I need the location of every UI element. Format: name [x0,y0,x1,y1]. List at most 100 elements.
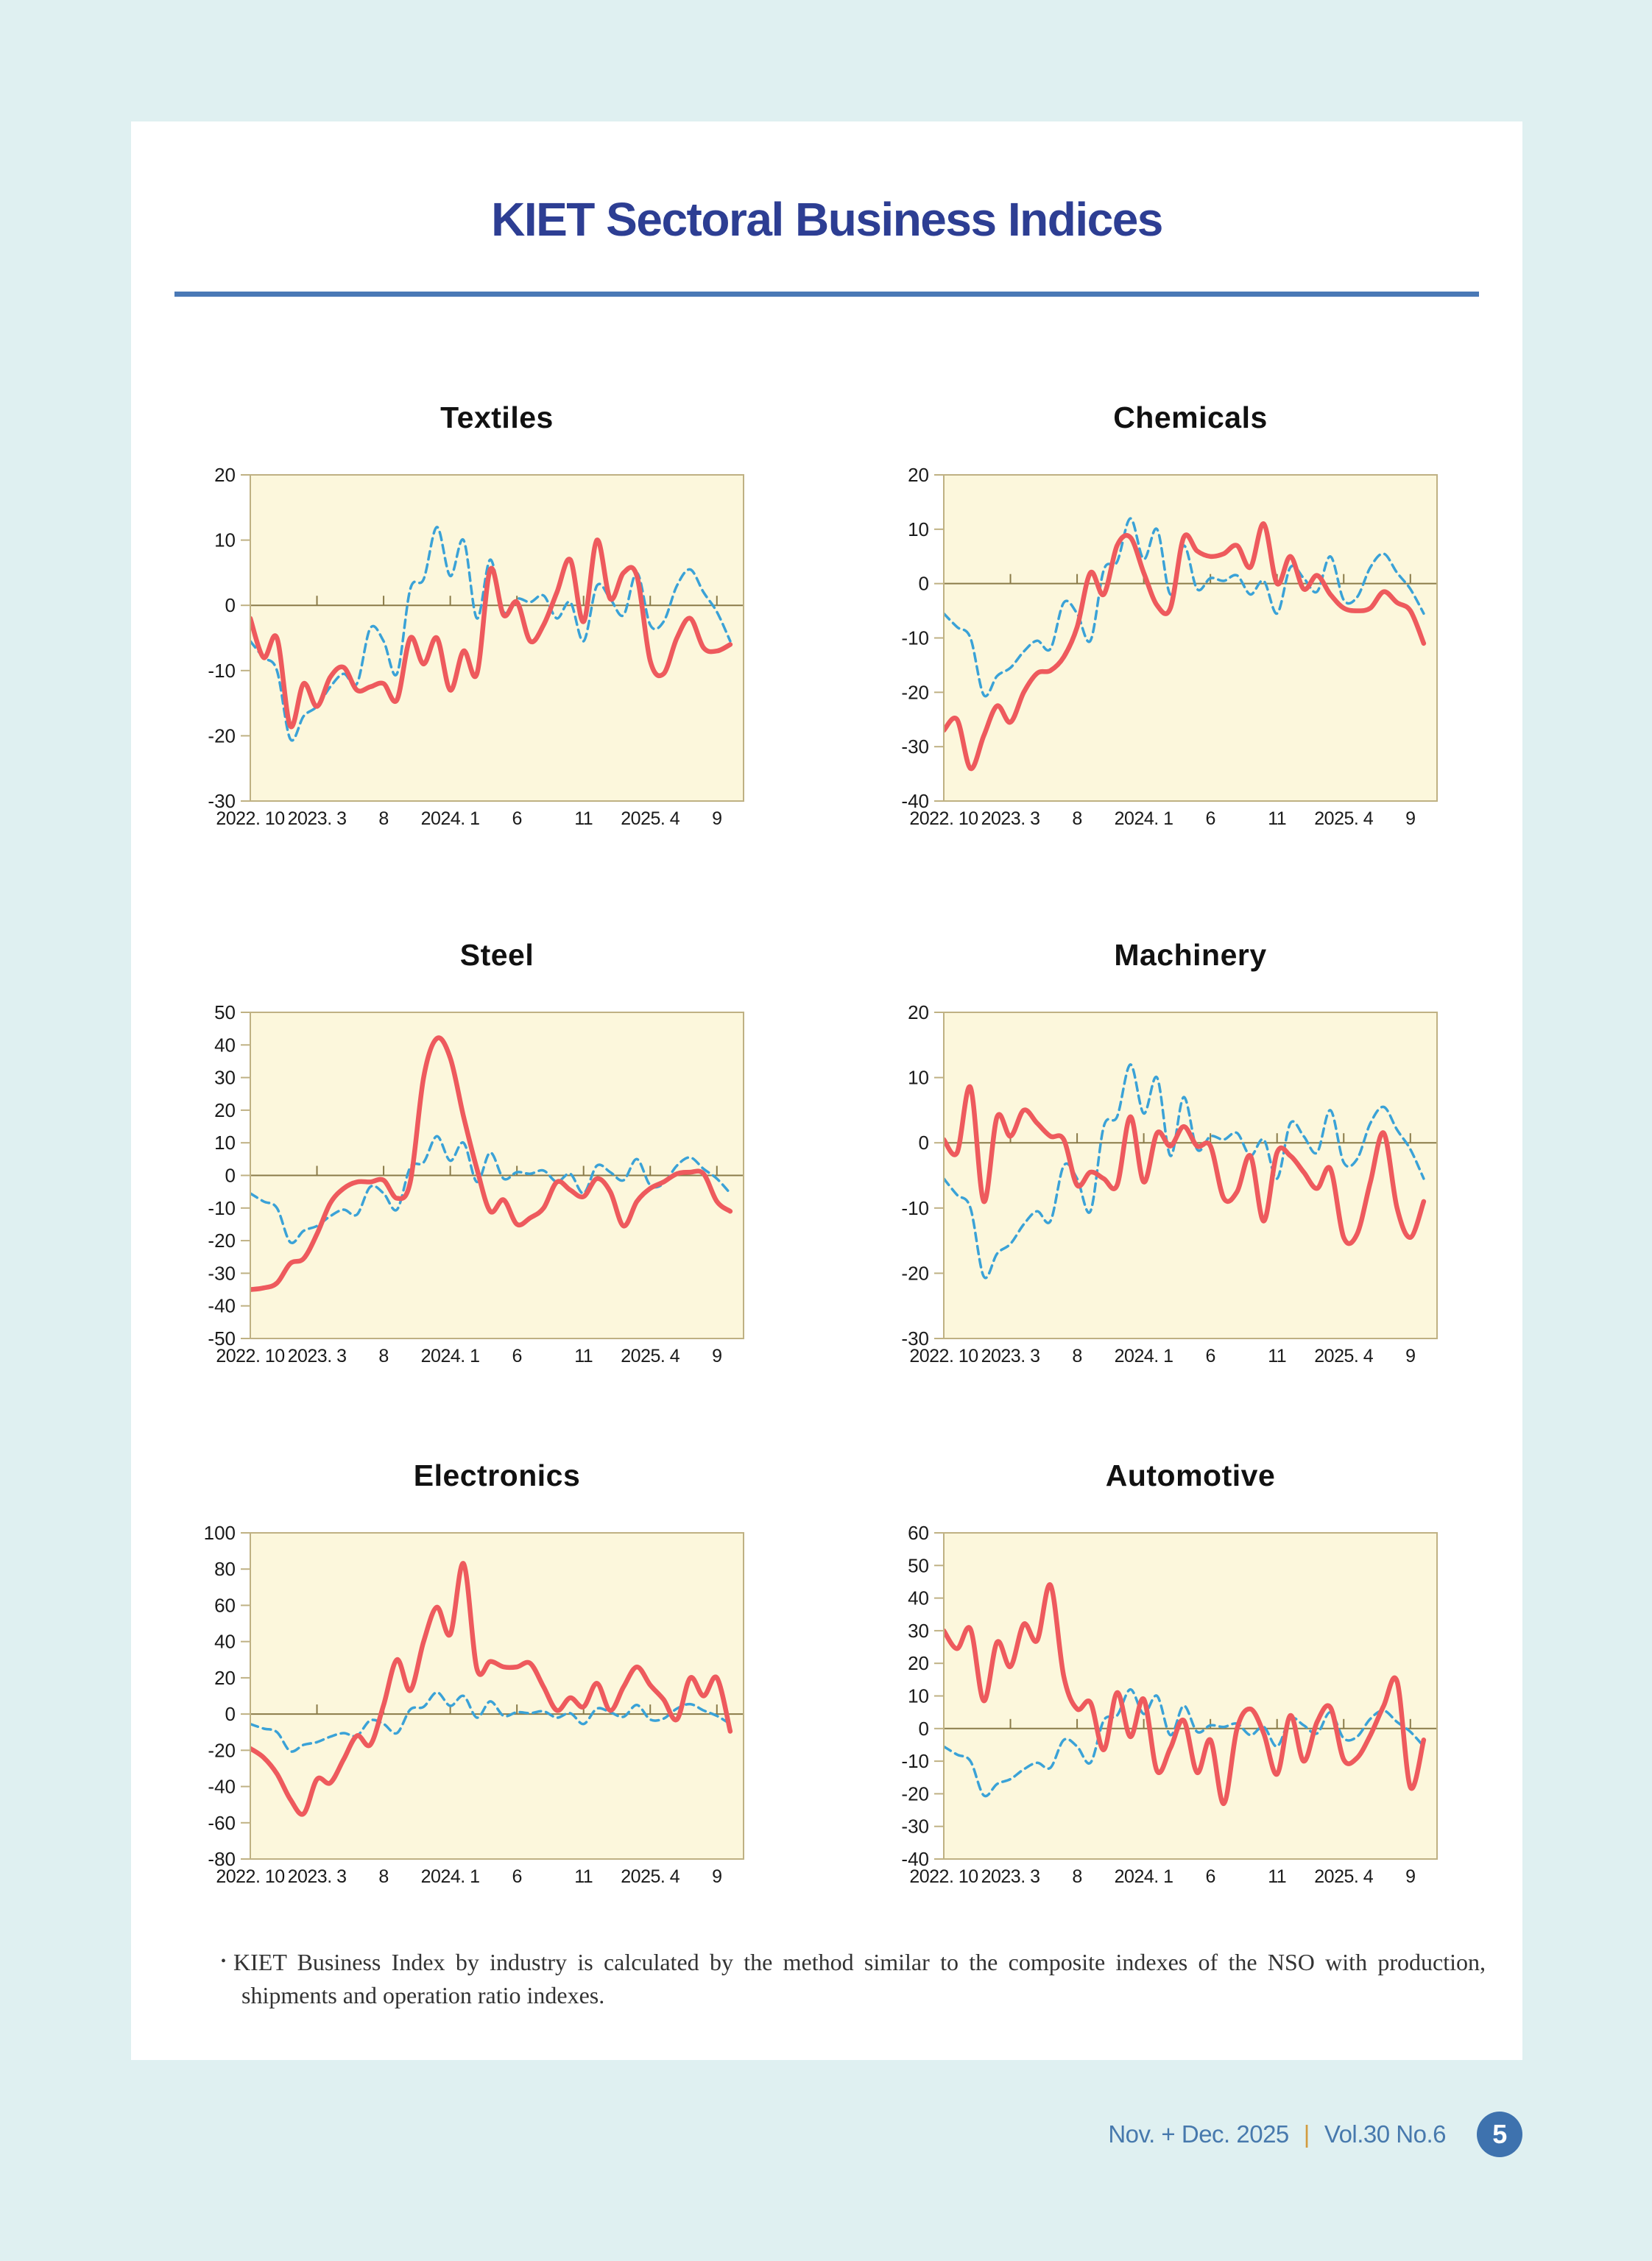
plot-area-machinery [944,1012,1437,1338]
x-tick-label-textiles: 2022. 10 [216,808,284,828]
y-tick-label-steel: 20 [214,1099,236,1121]
x-tick-label-steel: 11 [574,1346,593,1366]
y-tick-label-machinery: 0 [919,1132,929,1154]
x-tick-label-electronics: 9 [712,1866,721,1886]
textiles-red_solid-line [250,537,733,730]
y-tick-label-steel: -40 [208,1295,236,1317]
footer-volume: Vol.30 No.6 [1324,2120,1447,2148]
x-tick-label-electronics: 6 [512,1866,521,1886]
automotive-blue_dashed-line [944,1687,1425,1798]
x-tick-label-steel: 9 [712,1346,721,1366]
content-card: KIET Sectoral Business Indices Textiles 2… [131,121,1522,2060]
footnote: • KIET Business Index by industry is calc… [221,1946,1486,2012]
y-tick-label-textiles: 0 [225,594,236,616]
page-number: 5 [1492,2119,1507,2149]
steel-blue_dashed-line [250,1135,732,1245]
x-tick-label-machinery: 9 [1405,1346,1415,1366]
x-tick-label-textiles: 6 [512,808,521,828]
chart-title-machinery: Machinery [1114,938,1267,972]
y-tick-label-steel: -30 [208,1262,236,1284]
y-tick-label-textiles: 20 [214,464,236,486]
y-tick-label-automotive: 10 [908,1685,929,1707]
chart-steel: Steel 50 40 30 20 10 0 -10 -20 -30 -40 -50 2022. 10 2… [195,920,747,1366]
footer-issue: Nov. + Dec. 2025 [1108,2120,1289,2148]
x-tick-label-electronics: 2022. 10 [216,1866,284,1886]
x-tick-label-electronics: 8 [378,1866,388,1886]
x-tick-label-electronics: 11 [574,1866,593,1886]
y-tick-label-electronics: 0 [225,1703,236,1725]
y-tick-label-machinery: -20 [901,1262,929,1284]
x-tick-label-steel: 2024. 1 [421,1346,480,1366]
page-footer: Nov. + Dec. 2025 | Vol.30 No.6 5 [1108,2112,1522,2157]
steel-red_solid-line [250,1035,733,1292]
y-tick-label-electronics: -20 [208,1739,236,1761]
x-tick-label-automotive: 6 [1205,1866,1215,1886]
textiles-blue_dashed-line [250,526,732,742]
chart-title-textiles: Textiles [440,401,554,434]
x-tick-label-steel: 2022. 10 [216,1346,284,1366]
y-tick-label-automotive: -10 [901,1750,929,1772]
y-tick-label-electronics: 60 [214,1594,236,1616]
y-tick-label-automotive: -30 [901,1816,929,1838]
y-tick-label-electronics: 80 [214,1558,236,1580]
chart-title-automotive: Automotive [1105,1458,1276,1492]
chart-textiles: Textiles 20 10 0 -10 -20 -30 2022. 10 2023. 3 8 20… [195,383,747,828]
y-tick-label-electronics: -60 [208,1812,236,1834]
plot-border-electronics [250,1532,744,1860]
y-tick-label-chemicals: 10 [908,518,929,540]
x-tick-label-automotive: 8 [1072,1866,1081,1886]
electronics-blue_dashed-line [250,1690,732,1753]
y-tick-label-steel: 50 [214,1001,236,1023]
electronics-red_solid-line [250,1561,733,1817]
y-tick-label-chemicals: -20 [901,681,929,703]
plot-area-electronics [250,1533,744,1859]
title-underline [174,292,1479,297]
y-tick-label-textiles: 10 [214,529,236,551]
y-tick-label-automotive: 0 [919,1718,929,1740]
x-tick-label-textiles: 9 [712,808,721,828]
plot-area-chemicals [944,475,1437,801]
chart-title-steel: Steel [459,938,534,972]
y-tick-label-chemicals: 0 [919,573,929,595]
y-tick-label-steel: 10 [214,1132,236,1154]
y-tick-label-chemicals: -40 [901,790,929,812]
y-tick-label-automotive: 50 [908,1554,929,1576]
automotive-red_solid-line [944,1582,1427,1806]
x-tick-label-chemicals: 8 [1072,808,1081,828]
x-tick-label-chemicals: 2023. 3 [981,808,1040,828]
x-tick-label-machinery: 2024. 1 [1115,1346,1173,1366]
x-tick-label-machinery: 2025. 4 [1314,1346,1374,1366]
x-tick-label-machinery: 2023. 3 [981,1346,1040,1366]
y-tick-label-chemicals: 20 [908,464,929,486]
footnote-text: KIET Business Index by industry is calcu… [233,1949,1486,2008]
y-tick-label-electronics: 100 [204,1522,236,1544]
y-tick-label-electronics: -40 [208,1776,236,1798]
x-tick-label-automotive: 9 [1405,1866,1415,1886]
x-tick-label-steel: 2025. 4 [621,1346,680,1366]
x-tick-label-chemicals: 6 [1205,808,1215,828]
y-tick-label-automotive: -20 [901,1782,929,1805]
y-tick-label-textiles: -30 [208,790,236,812]
y-tick-label-steel: -10 [208,1197,236,1219]
y-tick-label-automotive: 40 [908,1587,929,1609]
page-title: KIET Sectoral Business Indices [491,193,1163,246]
y-tick-label-automotive: 20 [908,1652,929,1674]
x-tick-label-electronics: 2025. 4 [621,1866,680,1886]
y-tick-label-steel: -20 [208,1230,236,1252]
machinery-blue_dashed-line [944,1063,1425,1280]
plot-border-textiles [250,474,744,802]
chart-chemicals: Chemicals 20 10 0 -10 -20 -30 -40 2022. 10 2023. … [889,383,1441,828]
chart-title-chemicals: Chemicals [1113,401,1268,434]
y-tick-label-chemicals: -10 [901,627,929,649]
footer-separator: | [1303,2120,1310,2148]
x-tick-label-electronics: 2023. 3 [288,1866,347,1886]
y-tick-label-steel: 40 [214,1034,236,1056]
x-tick-label-automotive: 2025. 4 [1314,1866,1374,1886]
y-tick-label-machinery: -10 [901,1197,929,1219]
